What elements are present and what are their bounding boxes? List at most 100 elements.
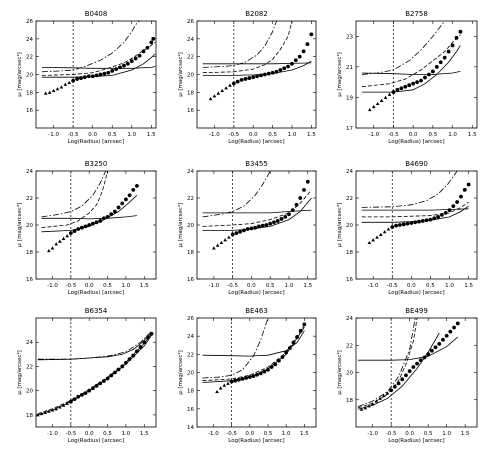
x-tick-label: 0.5	[424, 431, 433, 437]
data-point	[124, 197, 128, 202]
data-point	[403, 84, 408, 89]
x-tick-label: -1.0	[209, 283, 220, 289]
data-point	[234, 231, 239, 236]
data-point	[447, 208, 452, 213]
fit-line-solid-1	[41, 53, 156, 78]
data-point	[133, 56, 138, 61]
data-point	[255, 74, 259, 79]
data-point	[146, 335, 150, 340]
panel-title: BE499	[405, 307, 428, 315]
y-tick-label: 21	[346, 65, 353, 71]
y-axis-label: μᵢ [mag/arcsec²]	[16, 203, 23, 248]
data-point	[428, 217, 433, 222]
plot-frame	[35, 317, 157, 428]
fit-line-dashdot-4	[361, 171, 458, 208]
data-point	[231, 81, 236, 86]
x-tick-label: -1.0	[208, 431, 219, 437]
data-point	[411, 81, 416, 86]
data-point-triangle	[215, 243, 220, 247]
data-point-triangle	[363, 406, 368, 410]
x-tick-label: -0.5	[65, 431, 76, 437]
panel-be463: BE463 -1.0 -0.5 0.0 0.5 1.0 1.5 14 16 18 20 22 24 26 L…	[177, 307, 317, 444]
x-tick-label: 1.0	[285, 283, 294, 289]
y-tick-label: 22	[187, 55, 194, 61]
data-point	[122, 63, 126, 68]
data-point	[124, 360, 128, 365]
x-tick-label: 1.5	[303, 283, 312, 289]
plot-frame	[355, 170, 478, 280]
data-point	[125, 61, 130, 66]
fit-line-solid-3	[202, 330, 305, 357]
y-axis-label: μᵢ [mag/arcsec²]	[177, 350, 184, 395]
data-point	[438, 60, 443, 65]
y-tick-label: 24	[187, 37, 194, 43]
y-axis-label: μᵢ [mag/arcsec²]	[336, 203, 343, 248]
y-tick-label: 16	[346, 277, 353, 283]
panel-b6354: B6354 -1.0 -0.5 0.0 0.5 1.0 1.5 18 20 22 24 Log(Rad…	[16, 307, 157, 444]
data-point	[415, 361, 419, 366]
x-tick-label: -1.0	[368, 132, 379, 138]
plot-frame	[355, 317, 478, 428]
data-point	[279, 217, 284, 221]
fit-line-dashdot-4	[357, 318, 416, 407]
y-axis-label: μᵢ [mag/arcsec²]	[177, 203, 184, 248]
data-point-triangle	[63, 82, 68, 86]
y-tick-label: 22	[346, 196, 353, 202]
y-tick-label: 26	[26, 19, 33, 25]
y-tick-label: 18	[187, 90, 194, 96]
panel-title: B0408	[85, 10, 108, 18]
data-point	[282, 66, 287, 71]
data-point	[419, 78, 423, 83]
data-point	[466, 182, 471, 187]
data-point	[437, 341, 442, 346]
data-point	[305, 42, 310, 47]
x-tick-label: 1.0	[445, 283, 454, 289]
data-point	[436, 215, 440, 219]
data-point-triangle	[67, 80, 72, 85]
panel-b2758: B2758 -1.0 -0.5 0.0 0.5 1.0 1.5 17 19 21 23 Log(Rad…	[336, 10, 478, 145]
fit-line-solid-3	[202, 62, 312, 65]
data-point	[266, 367, 270, 372]
data-point	[230, 232, 235, 237]
x-tick-label: -0.5	[227, 283, 238, 289]
plot-area	[202, 171, 312, 250]
fit-line-dashed-2	[37, 333, 152, 415]
data-point	[98, 72, 103, 77]
x-tick-label: 1.0	[448, 132, 457, 138]
data-point	[137, 53, 142, 58]
panel-b0408: B0408 -1.0 -0.5 0.0 0.5 1.0 1.5 16 18 20 22 24 26 Log…	[16, 10, 157, 145]
y-tick-label: 20	[26, 223, 33, 229]
x-tick-label: 1.0	[442, 431, 451, 437]
fit-line-solid-1	[202, 326, 305, 383]
fit-line-dashed-2	[202, 21, 293, 74]
fit-line-dashdot-4	[41, 21, 140, 73]
data-point-triangle	[222, 383, 227, 387]
data-point	[297, 54, 302, 59]
data-point-triangle	[51, 88, 56, 93]
data-point	[116, 205, 121, 210]
data-point	[399, 86, 404, 91]
fit-line-solid-1	[361, 205, 469, 223]
fit-line-dashdot-4	[37, 331, 152, 360]
plot-area	[41, 171, 139, 253]
panel-title: B3455	[245, 160, 268, 168]
data-point	[452, 325, 456, 330]
y-tick-label: 18	[187, 250, 194, 256]
fit-line-solid-1	[361, 45, 461, 93]
y-tick-label: 18	[346, 398, 353, 404]
fit-line-solid-3	[41, 66, 156, 69]
data-point	[110, 69, 115, 73]
plot-area	[357, 318, 460, 411]
data-point	[151, 36, 156, 41]
y-tick-label: 18	[346, 250, 353, 256]
data-point	[455, 321, 460, 326]
data-point	[272, 220, 276, 225]
data-point	[257, 224, 261, 229]
x-axis-label: Log(Radius) [arcsec]	[388, 139, 444, 145]
x-tick-label: 1.5	[307, 132, 316, 138]
data-point	[127, 357, 132, 362]
data-point	[443, 210, 448, 215]
x-tick-label: 0.0	[245, 431, 254, 437]
y-tick-label: 22	[187, 352, 194, 358]
y-tick-label: 20	[346, 223, 353, 229]
